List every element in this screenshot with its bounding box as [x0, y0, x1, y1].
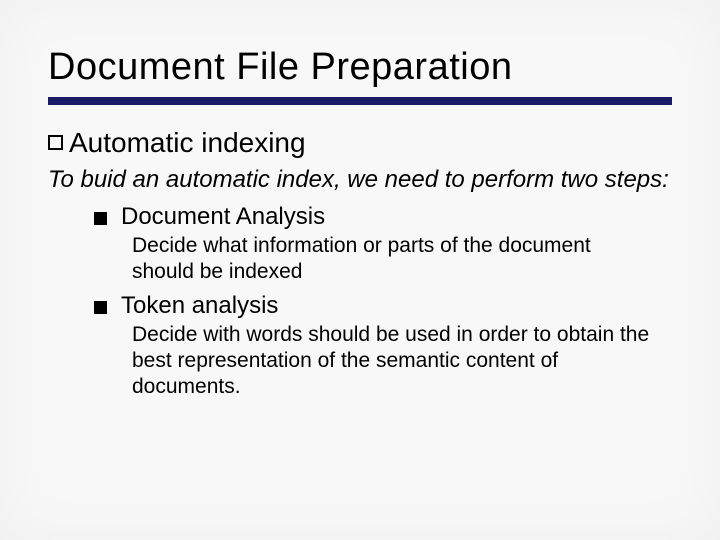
section-heading-row: Automatic indexing: [48, 127, 672, 159]
list-item-desc: Decide what information or parts of the …: [132, 233, 652, 286]
list-item-desc: Decide with words should be used in orde…: [132, 322, 652, 401]
slide-title: Document File Preparation: [48, 46, 672, 89]
list-item: Token analysis: [94, 292, 672, 320]
list-item-label: Token analysis: [121, 292, 278, 320]
hollow-square-bullet-icon: [48, 135, 63, 150]
slide: Document File Preparation Automatic inde…: [0, 0, 720, 540]
section-heading: Automatic indexing: [69, 127, 306, 159]
list-item: Document Analysis: [94, 203, 672, 231]
list-item-label: Document Analysis: [121, 203, 325, 231]
solid-square-bullet-icon: [94, 301, 107, 314]
solid-square-bullet-icon: [94, 212, 107, 225]
section-intro: To buid an automatic index, we need to p…: [48, 165, 672, 195]
title-underline: [48, 97, 672, 105]
